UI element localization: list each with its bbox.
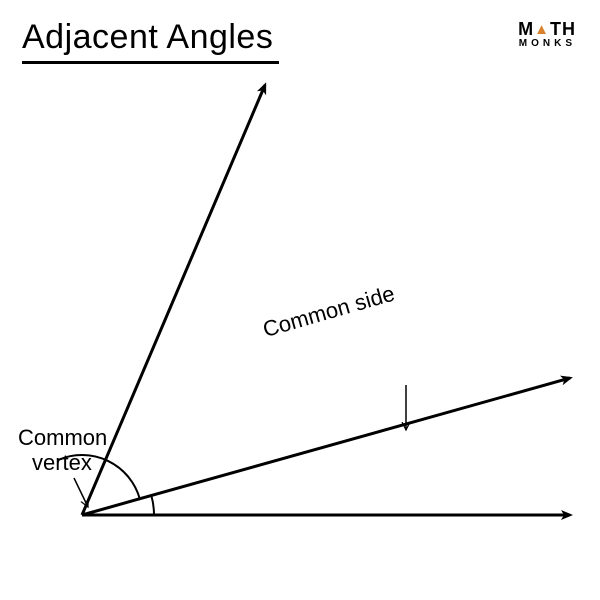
common-vertex-label-line1: Common xyxy=(18,425,107,451)
common-vertex-label-line2: vertex xyxy=(32,450,92,476)
angle-diagram xyxy=(0,0,600,600)
